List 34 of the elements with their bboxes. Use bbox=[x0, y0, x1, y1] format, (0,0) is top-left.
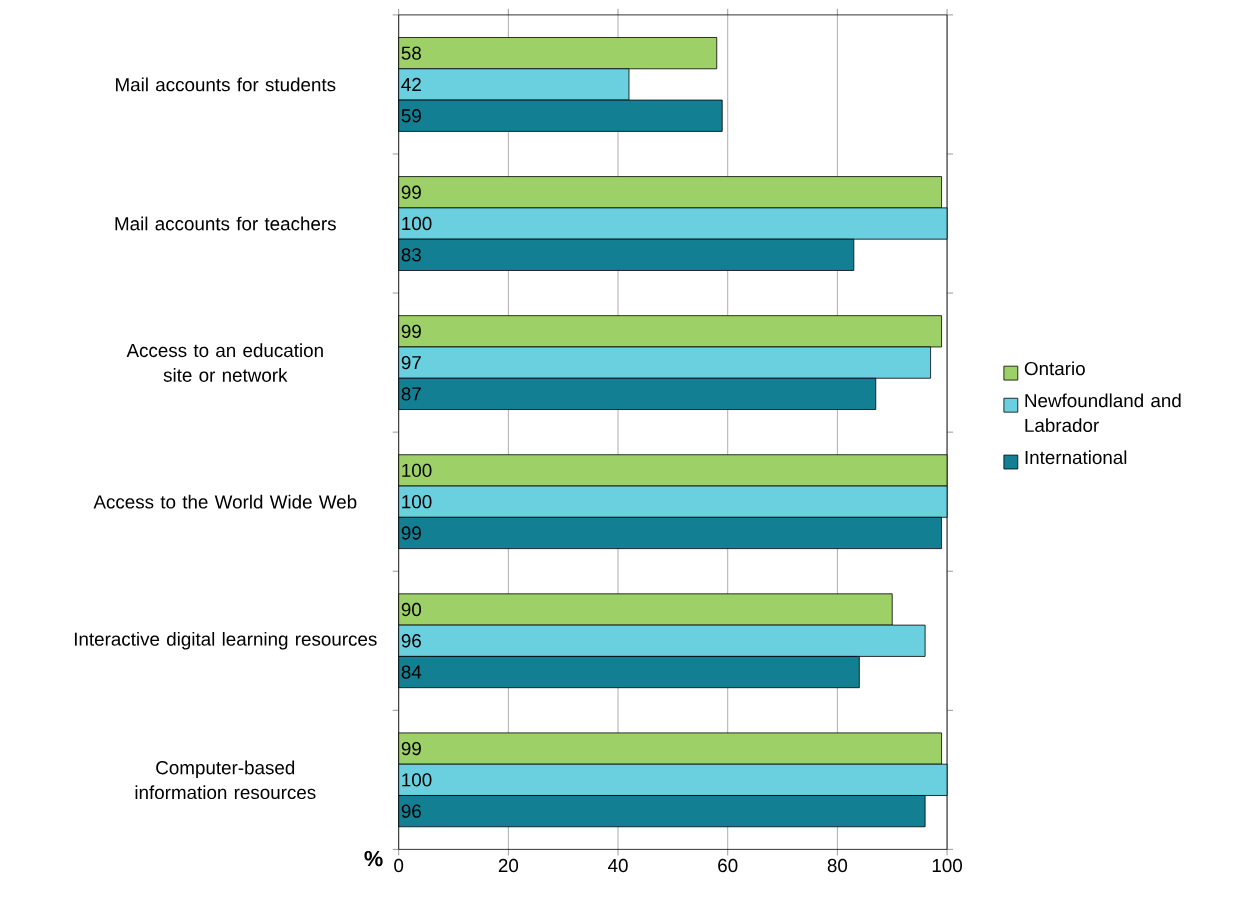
data-label: 100 bbox=[402, 773, 432, 787]
x-tick-label: 60 bbox=[718, 858, 738, 873]
data-label: 99 bbox=[401, 741, 421, 756]
y-tick-label: Access to an education site or network bbox=[126, 343, 323, 382]
data-label: 87 bbox=[401, 387, 421, 401]
x-tick-label: 0 bbox=[394, 858, 404, 873]
data-label: 96 bbox=[401, 634, 421, 648]
x-tick-label: 100 bbox=[932, 858, 962, 873]
data-label: 96 bbox=[401, 804, 421, 818]
legend-label: International bbox=[1025, 450, 1127, 465]
x-axis-title: % bbox=[364, 850, 383, 867]
data-label: 90 bbox=[401, 602, 422, 617]
data-label: 100 bbox=[402, 463, 432, 478]
legend-label: Ontario bbox=[1024, 361, 1085, 376]
y-tick-label: Mail accounts for teachers bbox=[115, 216, 336, 231]
data-label: 99 bbox=[401, 526, 421, 540]
x-tick-label: 40 bbox=[608, 858, 628, 873]
x-tick-label: 80 bbox=[827, 858, 848, 873]
data-label: 42 bbox=[401, 77, 421, 91]
y-tick-label: Computer-based information resources bbox=[135, 760, 316, 800]
y-tick-label: Interactive digital learning resources bbox=[74, 631, 377, 650]
data-label: 83 bbox=[401, 248, 421, 262]
data-label: 58 bbox=[401, 46, 421, 60]
data-label: 97 bbox=[401, 355, 421, 370]
data-label: 99 bbox=[401, 324, 421, 338]
y-tick-label: Mail accounts for students bbox=[116, 77, 336, 92]
data-label: 84 bbox=[401, 665, 422, 679]
data-label: 99 bbox=[401, 185, 421, 199]
data-label: 100 bbox=[402, 216, 432, 231]
data-label: 100 bbox=[402, 495, 432, 509]
data-label: 59 bbox=[401, 109, 421, 123]
legend-label: Newfoundland and Labrador bbox=[1025, 393, 1181, 433]
y-tick-label: Access to the World Wide Web bbox=[93, 494, 357, 509]
x-tick-label: 20 bbox=[498, 858, 519, 873]
